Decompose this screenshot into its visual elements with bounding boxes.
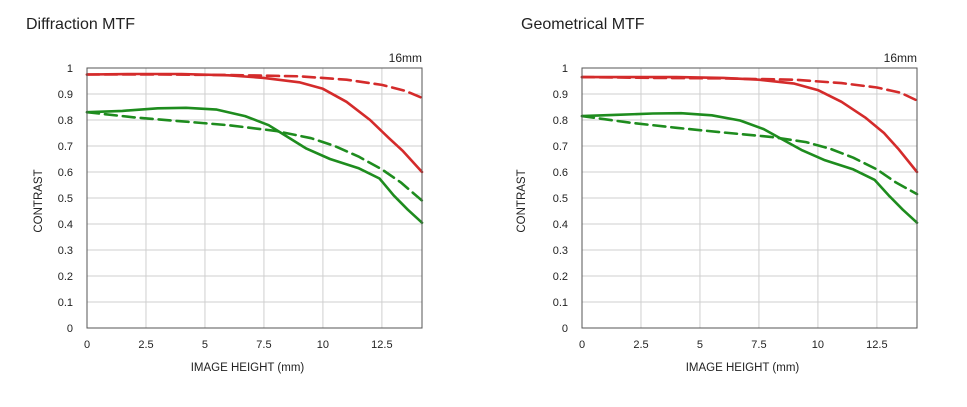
y-tick-label: 0.4 xyxy=(58,219,73,231)
y-tick-label: 0.7 xyxy=(553,141,568,153)
grid xyxy=(86,67,422,329)
y-tick-label: 0.3 xyxy=(553,245,568,257)
y-tick-label: 0.1 xyxy=(58,297,73,309)
series-line-solid xyxy=(85,106,424,224)
x-tick-label: 0 xyxy=(579,339,585,351)
y-tick-label: 0.9 xyxy=(553,89,568,101)
geometrical-mtf-chart: 00.10.20.30.40.50.60.70.80.910 2.5 5 7.5 10 1… xyxy=(516,51,919,374)
y-axis-label: CONTRAST xyxy=(516,169,528,232)
y-tick-label: 0 xyxy=(562,323,568,335)
geometrical-mtf-panel: Geometrical MTF 0 0.1 0.2 0.3 0.4 0.5 0.6 0.7 0.… xyxy=(483,0,966,407)
diffraction-mtf-panel: Diffraction MTF 0 0.1 0.2 0.3 0.4 0.5 0.6 0.7 0.… xyxy=(0,0,483,407)
y-tick-label: 0.2 xyxy=(553,271,568,283)
plot-frame xyxy=(86,67,423,329)
x-tick-label: 10 xyxy=(812,339,824,351)
y-tick-label: 0.6 xyxy=(553,167,568,179)
y-tick-label: 0.8 xyxy=(58,115,73,127)
y-axis-label: CONTRAST xyxy=(33,169,45,232)
y-tick-label: 1 xyxy=(67,63,73,75)
plot-frame xyxy=(581,67,918,329)
y-tick-label: 1 xyxy=(562,63,568,75)
x-tick-label: 2.5 xyxy=(138,339,153,351)
series-line-dashed xyxy=(85,110,424,202)
series-line-dashed xyxy=(85,73,424,100)
y-tick-label: 0.8 xyxy=(553,115,568,127)
grid xyxy=(581,67,917,329)
x-axis-label: IMAGE HEIGHT (mm) xyxy=(686,362,800,374)
series-line-dashed xyxy=(580,75,919,102)
y-tick-label: 0.5 xyxy=(58,193,73,205)
y-tick-label: 0.4 xyxy=(553,219,568,231)
chart-title: Diffraction MTF xyxy=(26,16,136,33)
y-tick-label: 0.1 xyxy=(553,297,568,309)
x-tick-label: 5 xyxy=(202,339,208,351)
x-tick-label: 2.5 xyxy=(633,339,648,351)
tick-labels: 00.10.20.30.40.50.60.70.80.910 2.5 5 7.5 10 1… xyxy=(58,63,393,351)
y-tick-label: 0.5 xyxy=(553,193,568,205)
y-tick-label: 0 xyxy=(67,323,73,335)
y-tick-label: 0.2 xyxy=(58,271,73,283)
y-tick-label: 0.7 xyxy=(58,141,73,153)
x-tick-label: 10 xyxy=(317,339,329,351)
x-tick-label: 7.5 xyxy=(256,339,271,351)
x-tick-label: 0 xyxy=(84,339,90,351)
x-tick-label: 12.5 xyxy=(866,339,887,351)
y-tick-label: 0.9 xyxy=(58,89,73,101)
series-line-dashed xyxy=(580,114,919,196)
y-tick-label: 0.6 xyxy=(58,167,73,179)
diffraction-mtf-chart: 00.10.20.30.40.50.60.70.80.910 2.5 5 7.5 10 1… xyxy=(33,51,424,374)
focal-length-label: 16mm xyxy=(884,51,917,65)
tick-labels: 00.10.20.30.40.50.60.70.80.910 2.5 5 7.5 10 1… xyxy=(553,63,888,351)
series-line-solid xyxy=(580,111,919,224)
x-tick-label: 12.5 xyxy=(371,339,392,351)
series-group xyxy=(85,72,424,224)
x-tick-label: 5 xyxy=(697,339,703,351)
focal-length-label: 16mm xyxy=(389,51,422,65)
y-tick-label: 0.3 xyxy=(58,245,73,257)
series-line-solid xyxy=(580,75,919,174)
series-line-solid xyxy=(85,72,424,174)
x-axis-label: IMAGE HEIGHT (mm) xyxy=(191,362,305,374)
series-group xyxy=(580,75,919,224)
chart-title: Geometrical MTF xyxy=(521,16,645,33)
x-tick-label: 7.5 xyxy=(751,339,766,351)
